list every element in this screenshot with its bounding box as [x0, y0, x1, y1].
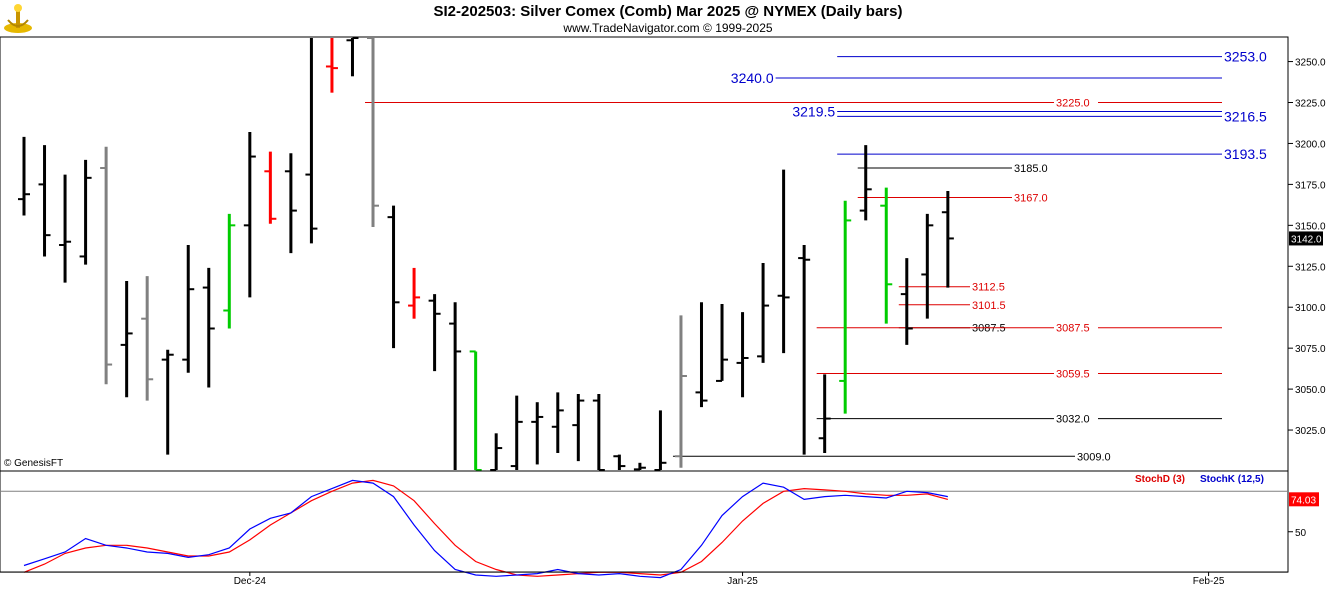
level-label: 3225.0: [1056, 98, 1090, 110]
ohlc-bar: [346, 37, 359, 77]
ohlc-bar: [798, 244, 811, 455]
stoch-panel: 50 74.03 StochD (3) StochK (12,5): [0, 470, 1319, 579]
price-panel: 3025.0 3050.0 3075.0 3100.0 3125.0 3150.0 3175…: [0, 36, 1326, 472]
ohlc-bar: [551, 392, 564, 453]
ohlc-bar: [100, 146, 113, 385]
stoch-tick-label: 50: [1295, 528, 1307, 539]
price-tick-label: 3150.0: [1295, 221, 1326, 232]
ohlc-bar: [449, 302, 462, 470]
ohlc-bar: [141, 276, 154, 401]
ohlc-bar: [510, 395, 523, 470]
ohlc-bar: [79, 159, 92, 265]
ohlc-bar: [161, 349, 174, 455]
ohlc-bar: [284, 153, 297, 254]
ohlc-bar: [387, 205, 400, 349]
ohlc-bar: [757, 263, 770, 363]
ohlc-bar: [428, 294, 441, 372]
ohlc-bar: [592, 394, 605, 471]
date-tick-label: Jan-25: [727, 576, 758, 587]
last-price-label: 3142.0: [1291, 234, 1322, 245]
level-label: 3087.5: [1056, 323, 1090, 335]
ohlc-bars: [18, 37, 954, 471]
ohlc-bar: [736, 312, 749, 398]
ohlc-bar: [839, 200, 852, 414]
level-label: 3240.0: [731, 70, 774, 86]
ohlc-bar: [325, 38, 338, 93]
ohlc-bar: [18, 136, 30, 216]
level-label: 3219.5: [792, 104, 835, 120]
stoch-series: [23, 479, 949, 579]
price-tick-label: 3025.0: [1295, 426, 1326, 437]
ohlc-bar: [695, 302, 708, 408]
horizontal-levels: 3253.0 3240.0 3225.0 3219.5 3216.5 3193.5 3185…: [365, 49, 1267, 463]
tradenavigator-logo-icon: [2, 2, 34, 39]
price-tick-label: 3200.0: [1295, 139, 1326, 150]
ohlc-bar: [367, 37, 380, 227]
last-price-marker: 3142.0: [1289, 231, 1323, 246]
ohlc-bar: [243, 131, 256, 298]
level-label: 3101.5: [972, 300, 1006, 312]
price-tick-label: 3075.0: [1295, 344, 1326, 355]
stochk-legend: StochK (12,5): [1200, 474, 1264, 485]
ohlc-bar: [182, 244, 195, 373]
ohlc-bar: [531, 402, 544, 465]
ohlc-bar: [613, 454, 626, 470]
chart-title: SI2-202503: Silver Comex (Comb) Mar 2025…: [433, 3, 903, 20]
ohlc-bar: [469, 350, 482, 471]
stoch-last-box: [1289, 492, 1319, 507]
ohlc-bar: [921, 213, 934, 319]
ohlc-bar: [674, 315, 687, 468]
level-label: 3112.5: [972, 282, 1005, 294]
chart-subtitle: www.TradeNavigator.com © 1999-2025: [563, 21, 773, 35]
ohlc-bar: [408, 267, 421, 319]
stochk-line: [23, 479, 948, 579]
ohlc-bar: [941, 190, 954, 288]
level-label: 3193.5: [1224, 146, 1267, 162]
date-axis: Dec-24 Jan-25 Feb-25: [0, 571, 1288, 587]
ohlc-bar: [38, 145, 51, 257]
level-label: 3216.5: [1224, 108, 1267, 124]
level-label: 3087.5: [972, 323, 1006, 335]
ohlc-bar: [777, 169, 790, 354]
stochd-line: [23, 479, 949, 577]
ohlc-bar: [59, 174, 72, 283]
last-price-box: [1289, 231, 1323, 246]
level-label: 3032.0: [1056, 414, 1090, 426]
level-label: 3185.0: [1014, 163, 1048, 175]
ohlc-bar: [223, 213, 236, 329]
level-label: 3059.5: [1056, 369, 1090, 381]
copyright-label: © GenesisFT: [4, 458, 64, 469]
level-label: 3009.0: [1077, 451, 1111, 463]
ohlc-bar: [572, 394, 585, 462]
ohlc-bar: [490, 433, 503, 471]
ohlc-bar: [716, 303, 729, 382]
ohlc-bar: [900, 258, 913, 345]
price-tick-label: 3050.0: [1295, 385, 1326, 396]
price-tick-label: 3100.0: [1295, 303, 1326, 314]
price-panel-frame: [0, 36, 1289, 472]
ohlc-bar: [120, 281, 133, 398]
stoch-last-label: 74.03: [1291, 495, 1316, 506]
ohlc-bar: [264, 151, 277, 224]
ohlc-bar: [633, 462, 646, 471]
price-tick-label: 3175.0: [1295, 180, 1326, 191]
price-tick-label: 3250.0: [1295, 58, 1326, 69]
level-label: 3253.0: [1224, 49, 1267, 65]
stochd-legend: StochD (3): [1135, 474, 1185, 485]
ohlc-bar: [202, 267, 215, 388]
date-tick-label: Dec-24: [234, 576, 267, 587]
ohlc-bar: [880, 187, 893, 324]
price-tick-label: 3125.0: [1295, 262, 1326, 273]
ohlc-bar: [818, 374, 831, 453]
ohlc-bar: [654, 410, 667, 471]
date-tick-label: Feb-25: [1193, 576, 1225, 587]
ohlc-bar: [859, 145, 872, 221]
ohlc-bar: [305, 38, 318, 244]
price-axis-ticks: 3025.0 3050.0 3075.0 3100.0 3125.0 3150.0 3175…: [1288, 58, 1326, 437]
level-label: 3167.0: [1014, 192, 1048, 204]
price-tick-label: 3225.0: [1295, 99, 1326, 110]
